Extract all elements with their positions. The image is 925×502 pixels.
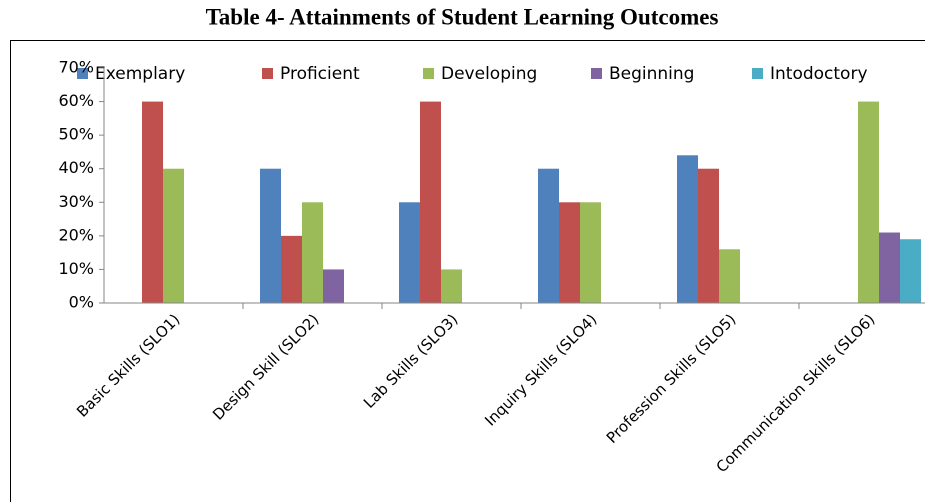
legend-label: Beginning <box>609 64 694 84</box>
x-tick-label: Lab Skills (SLO3) <box>360 310 461 411</box>
bar <box>399 202 420 303</box>
y-tick-label: 10% <box>58 259 94 278</box>
bar <box>858 101 879 303</box>
x-tick-label: Communication Skills (SLO6) <box>713 310 879 476</box>
bar <box>163 168 184 303</box>
y-tick-label: 60% <box>58 91 94 110</box>
bar <box>559 202 580 303</box>
bar <box>677 155 698 303</box>
legend-label: Developing <box>441 64 537 84</box>
y-tick-label: 0% <box>69 293 94 312</box>
chart-frame <box>10 40 925 502</box>
x-tick-label: Inquiry Skills (SLO4) <box>481 310 600 429</box>
bar <box>900 239 921 303</box>
x-tick-label: Design Skill (SLO2) <box>209 310 322 423</box>
bar <box>323 269 344 303</box>
bar <box>142 101 163 303</box>
bar <box>281 235 302 303</box>
chart-title: Table 4- Attainments of Student Learning… <box>206 4 719 29</box>
bar <box>302 202 323 303</box>
bar <box>260 168 281 303</box>
y-tick-label: 70% <box>58 58 94 77</box>
legend-swatch <box>591 68 602 79</box>
bar <box>441 269 462 303</box>
y-tick-label: 40% <box>58 158 94 177</box>
bar <box>698 168 719 303</box>
legend-swatch <box>77 68 88 79</box>
bar <box>420 101 441 303</box>
legend-label: Proficient <box>280 64 360 84</box>
y-tick-label: 30% <box>58 192 94 211</box>
legend-label: Exemplary <box>95 64 185 84</box>
bar <box>879 232 900 303</box>
y-tick-label: 50% <box>58 125 94 144</box>
x-tick-label: Profession Skills (SLO5) <box>603 310 740 447</box>
legend-label: Intodoctory <box>770 64 868 84</box>
legend-swatch <box>423 68 434 79</box>
legend-swatch <box>262 68 273 79</box>
bar <box>538 168 559 303</box>
x-tick-label: Basic Skills (SLO1) <box>73 310 183 420</box>
bar <box>719 249 740 303</box>
bar <box>580 202 601 303</box>
y-tick-label: 20% <box>58 225 94 244</box>
legend-swatch <box>752 68 763 79</box>
